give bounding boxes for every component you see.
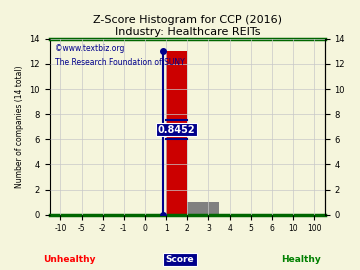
Text: Healthy: Healthy xyxy=(281,255,320,264)
Text: Unhealthy: Unhealthy xyxy=(43,255,96,264)
Bar xyxy=(187,202,219,215)
Text: The Research Foundation of SUNY: The Research Foundation of SUNY xyxy=(55,58,185,67)
Y-axis label: Number of companies (14 total): Number of companies (14 total) xyxy=(15,65,24,188)
Title: Z-Score Histogram for CCP (2016)
Industry: Healthcare REITs: Z-Score Histogram for CCP (2016) Industr… xyxy=(93,15,282,37)
Text: ©www.textbiz.org: ©www.textbiz.org xyxy=(55,44,125,53)
Text: Score: Score xyxy=(166,255,194,264)
Text: 0.8452: 0.8452 xyxy=(158,125,195,135)
Bar xyxy=(166,51,187,215)
